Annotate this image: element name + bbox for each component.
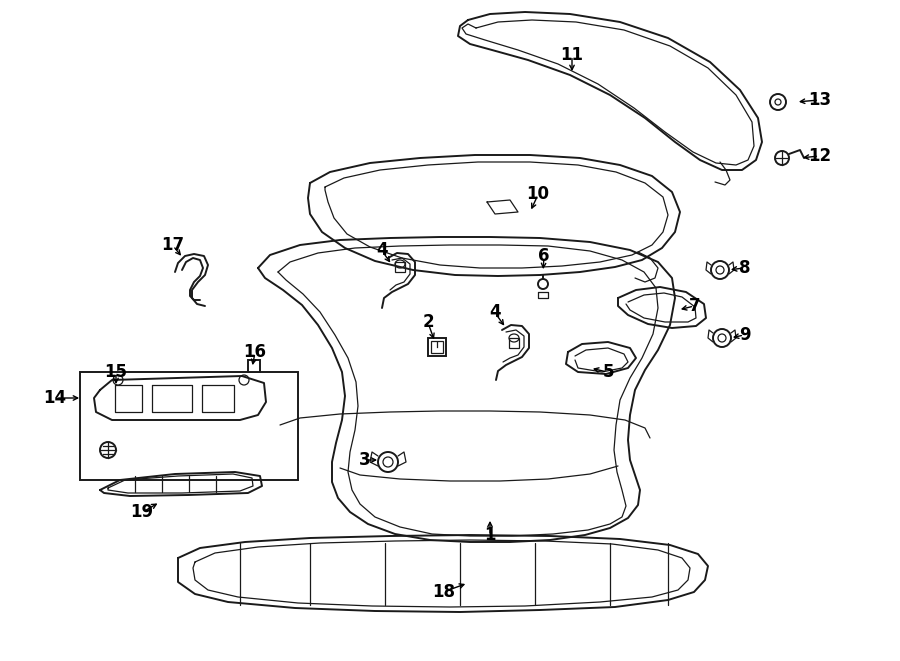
Circle shape bbox=[239, 375, 249, 385]
Bar bbox=[431, 341, 443, 353]
Circle shape bbox=[718, 334, 726, 342]
Text: 14: 14 bbox=[43, 389, 67, 407]
Text: 9: 9 bbox=[739, 326, 751, 344]
Circle shape bbox=[775, 99, 781, 105]
Circle shape bbox=[716, 266, 724, 274]
Text: 2: 2 bbox=[422, 313, 434, 331]
Circle shape bbox=[383, 457, 393, 467]
Text: 6: 6 bbox=[538, 247, 550, 265]
Text: 19: 19 bbox=[130, 503, 154, 521]
FancyBboxPatch shape bbox=[428, 338, 446, 356]
FancyBboxPatch shape bbox=[248, 360, 260, 372]
Text: 4: 4 bbox=[376, 241, 388, 259]
Text: 10: 10 bbox=[526, 185, 550, 203]
Bar bbox=[509, 338, 519, 348]
Text: 13: 13 bbox=[808, 91, 832, 109]
Text: 12: 12 bbox=[808, 147, 832, 165]
Circle shape bbox=[711, 261, 729, 279]
Circle shape bbox=[775, 151, 789, 165]
Text: 18: 18 bbox=[433, 583, 455, 601]
Text: 8: 8 bbox=[739, 259, 751, 277]
Bar bbox=[80, 372, 298, 480]
Circle shape bbox=[770, 94, 786, 110]
Text: 7: 7 bbox=[689, 297, 701, 315]
Text: 3: 3 bbox=[359, 451, 371, 469]
Text: 1: 1 bbox=[484, 526, 496, 544]
Text: 5: 5 bbox=[602, 363, 614, 381]
Circle shape bbox=[113, 375, 123, 385]
Bar bbox=[395, 262, 405, 272]
Circle shape bbox=[538, 279, 548, 289]
Text: 4: 4 bbox=[490, 303, 500, 321]
Text: 16: 16 bbox=[244, 343, 266, 361]
Text: 15: 15 bbox=[104, 363, 128, 381]
Text: 11: 11 bbox=[561, 46, 583, 64]
Circle shape bbox=[100, 442, 116, 458]
Circle shape bbox=[378, 452, 398, 472]
Text: 17: 17 bbox=[161, 236, 184, 254]
Circle shape bbox=[713, 329, 731, 347]
